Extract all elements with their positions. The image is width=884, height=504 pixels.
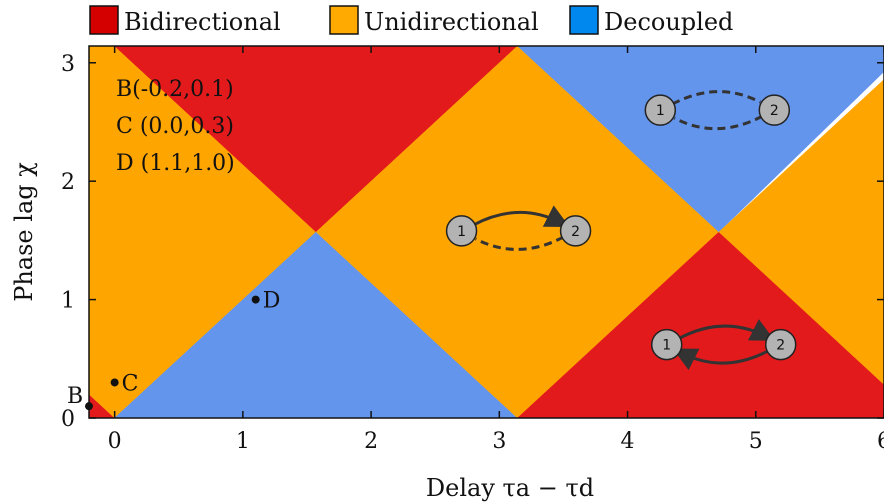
- edge-arrow: [672, 348, 770, 371]
- legend-item-unidirectional: Unidirectional: [329, 5, 539, 36]
- annotation-b: B(-0.2,0.1): [116, 77, 234, 102]
- region-unidirectional-7: [718, 79, 884, 385]
- plot-regions: [88, 45, 884, 419]
- x-tick-label: 2: [364, 429, 378, 454]
- legend-label-decoupled: Decoupled: [604, 8, 733, 36]
- y-tick-label: 1: [61, 289, 75, 314]
- legend-item-bidirectional: Bidirectional: [89, 5, 281, 36]
- node-circle: [559, 215, 592, 247]
- edge-arrow: [472, 205, 570, 228]
- legend-swatch-unidirectional: [329, 5, 359, 35]
- state-diagrams: 1 21 21 2: [445, 90, 797, 371]
- y-tick-label: 0: [61, 407, 75, 432]
- y-tick-label: 2: [61, 170, 75, 195]
- point-d: [251, 295, 260, 304]
- node-label: 2: [770, 103, 779, 119]
- plot-frame: [88, 45, 884, 419]
- annotation-block: B(-0.2,0.1) C (0.0,0.3) D (1.1,1.0): [116, 77, 235, 176]
- edge-dashed: [671, 90, 761, 106]
- edge-arrow: [678, 319, 775, 341]
- node-label: 1: [457, 224, 466, 240]
- x-tick-label: 3: [492, 429, 506, 454]
- x-tick-label: 6: [877, 429, 884, 454]
- legend-label-bidirectional: Bidirectional: [124, 8, 281, 36]
- x-tick-label: 5: [749, 429, 763, 454]
- annotation-d: D (1.1,1.0): [116, 151, 235, 176]
- x-axis: 0123456: [108, 46, 884, 454]
- legend-swatch-decoupled: [569, 5, 599, 35]
- legend-label-unidirectional: Unidirectional: [364, 8, 539, 36]
- x-tick-label: 0: [108, 429, 122, 454]
- edge-dashed: [474, 235, 565, 251]
- legend-item-decoupled: Decoupled: [569, 5, 733, 36]
- annotation-c: C (0.0,0.3): [116, 114, 234, 139]
- point-label-c: C: [122, 371, 139, 396]
- node-label: 2: [776, 338, 785, 354]
- legend-swatch-bidirectional: [89, 5, 119, 35]
- legend: Bidirectional Unidirectional Decoupled: [89, 5, 733, 36]
- node-circle: [445, 215, 478, 247]
- x-tick-label: 1: [236, 429, 250, 454]
- node-label: 1: [662, 338, 671, 354]
- node-label: 1: [656, 103, 665, 119]
- point-label-b: B: [67, 384, 83, 409]
- point-c: [110, 378, 119, 387]
- node-label: 2: [571, 224, 580, 240]
- node-circle: [650, 328, 683, 361]
- edge-dashed: [673, 114, 764, 131]
- point-label-d: D: [263, 289, 281, 314]
- node-circle: [644, 94, 677, 126]
- y-axis-label: Phase lag χ: [10, 162, 38, 302]
- node-circle: [764, 328, 797, 361]
- x-axis-label: Delay τa − τd: [426, 474, 594, 502]
- y-tick-label: 3: [61, 52, 75, 77]
- node-circle: [758, 94, 791, 126]
- x-tick-label: 4: [621, 429, 635, 454]
